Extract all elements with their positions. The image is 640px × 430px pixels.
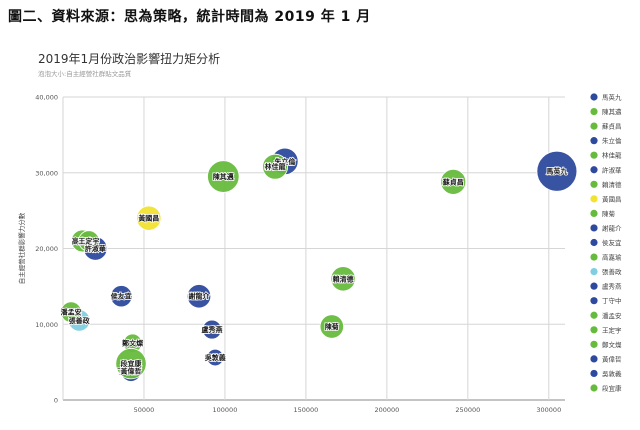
legend-marker [590,180,598,188]
legend-marker [590,151,598,159]
chart-subtitle: 泡泡大小:自主經營社群貼文品質 [38,70,132,78]
x-tick-label: 250000 [455,406,480,414]
bubble-label: 盧秀燕 [201,325,222,334]
legend-marker [590,369,598,378]
bubble-label: 黃偉哲 [120,367,142,376]
figure-caption: 圖二、資料來源：思為策略，統計時間為 2019 年 1 月 [8,9,371,25]
legend-entry: 黃國昌 [602,194,622,203]
y-tick-label: 40,000 [35,94,58,102]
bubble-label: 吳敦義 [205,353,226,362]
legend-marker [590,355,598,363]
legend-marker [590,282,598,290]
bubble-label: 謝龍介 [189,292,211,301]
legend-marker [590,326,598,334]
legend-entry: 朱立倫 [602,136,622,145]
bubble-point [207,160,240,193]
bubble-point [319,314,344,339]
bubble-label: 侯友宜 [111,292,132,301]
legend-entry: 段宜康 [602,384,622,393]
legend-marker [590,297,598,305]
y-tick-label: 0 [54,397,58,405]
y-axis-label: 自主經營社群影響力分數 [17,212,26,284]
legend-entry: 潘孟安 [602,311,622,320]
legend-marker [590,166,598,174]
bubble-label: 王定宇 [78,236,99,245]
bubble-point [262,153,289,180]
y-tick-label: 20,000 [35,245,58,253]
bubble-label: 潘孟安 [61,308,82,317]
legend-marker [590,107,598,116]
bubble-point [78,230,100,252]
x-tick-label: 50000 [134,406,155,414]
bubble-label: 高嘉瑜 [72,236,94,245]
bubble-point [60,301,82,323]
y-tick-label: 10,000 [35,321,58,329]
legend-entry: 陳其邁 [602,107,622,116]
bubble-point [440,168,467,195]
legend-entry: 陳菊 [602,209,616,218]
legend-entry: 鄭文燦 [602,340,622,349]
legend-marker [590,311,598,319]
bubble-label: 黃國昌 [137,214,159,223]
legend-marker [590,224,598,232]
bubble-label: 陳其邁 [213,172,234,181]
legend-entry: 賴清德 [602,180,622,189]
bubble-label: 許淑華 [85,244,106,253]
x-tick-label: 300000 [536,406,561,414]
legend-entry: 王定宇 [602,325,622,334]
legend-entry: 丁守中 [602,296,622,305]
x-tick-label: 100000 [213,406,238,414]
bubble-label: 蘇貞昌 [442,177,464,186]
legend-entry: 謝龍介 [602,223,622,232]
bubble-label: 張善政 [69,316,91,325]
bubble-label: 馬英九 [546,167,567,176]
legend-entry: 吳敦義 [602,369,622,378]
legend-marker [590,268,598,276]
legend-entry: 馬英九 [602,93,622,102]
bubble-label: 林佳龍 [265,162,286,171]
bubble-point [202,319,222,340]
bubble-label: 賴清德 [333,274,354,283]
legend-entry: 黃偉哲 [602,354,622,363]
legend-marker [590,209,598,217]
legend-entry: 高嘉瑜 [602,253,622,262]
legend-entry: 許淑華 [602,165,622,174]
bubble-point [110,285,133,308]
bubble-point [186,284,212,309]
legend-marker [590,340,598,348]
bubble-label: 朱立倫 [274,157,296,166]
legend-entry: 侯友宜 [602,238,622,247]
legend-marker [590,238,598,247]
legend-entry: 盧秀燕 [602,282,622,291]
legend-marker [590,122,598,130]
bubble-label: 段宜康 [121,359,143,368]
legend-marker [590,384,598,392]
legend-entry: 林佳龍 [602,151,622,160]
bubble-point [115,348,147,380]
bubble-label: 鄭文燦 [121,339,144,348]
x-tick-label: 150000 [293,406,318,414]
legend-entry: 蘇貞昌 [602,122,622,131]
bubble-point [536,150,578,192]
legend-marker [590,195,598,203]
y-tick-label: 30,000 [35,169,58,177]
chart-title: 2019年1月份政治影響扭力矩分析 [38,52,221,66]
x-tick-label: 200000 [374,406,399,414]
bubble-label: 丁守中 [117,367,138,376]
bubble-point [330,266,356,292]
bubble-point [136,205,162,231]
legend-marker [590,93,598,101]
legend-marker [590,137,598,145]
bubble-label: 陳菊 [325,322,339,331]
legend-marker [590,253,598,261]
bubble-point [206,348,224,367]
legend-entry: 張善政 [602,267,622,276]
